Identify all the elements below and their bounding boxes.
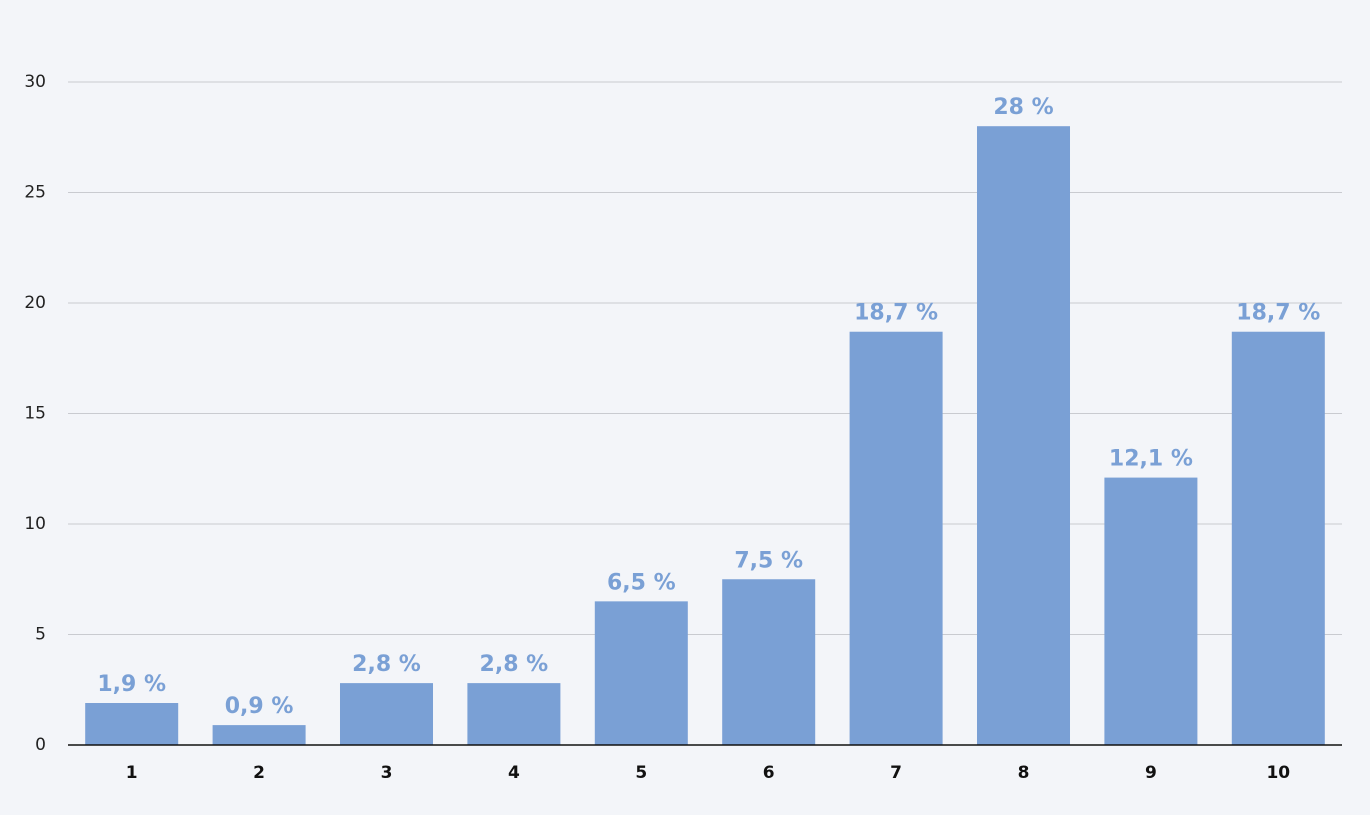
y-tick-label: 0 xyxy=(35,735,46,755)
value-label: 2,8 % xyxy=(480,652,549,677)
y-tick-label: 25 xyxy=(24,183,46,203)
x-tick-label: 10 xyxy=(1266,763,1290,783)
x-tick-label: 1 xyxy=(126,763,138,783)
bar xyxy=(85,703,179,745)
y-tick-label: 5 xyxy=(35,625,46,645)
x-tick-label: 5 xyxy=(635,763,647,783)
x-tick-label: 2 xyxy=(253,763,265,783)
value-label: 7,5 % xyxy=(734,548,803,573)
value-label: 1,9 % xyxy=(97,672,166,697)
x-tick-label: 4 xyxy=(508,763,520,783)
bar xyxy=(212,725,306,745)
y-tick-label: 20 xyxy=(24,293,46,313)
y-tick-label: 10 xyxy=(24,514,46,534)
bar xyxy=(594,601,688,745)
value-label: 2,8 % xyxy=(352,652,421,677)
x-tick-label: 6 xyxy=(763,763,775,783)
value-label: 12,1 % xyxy=(1109,447,1193,472)
bar xyxy=(976,126,1071,745)
y-tick-label: 15 xyxy=(24,404,46,424)
value-label: 18,7 % xyxy=(854,301,938,326)
x-tick-label: 9 xyxy=(1145,763,1157,783)
value-label: 18,7 % xyxy=(1236,301,1320,326)
x-tick-label: 3 xyxy=(381,763,393,783)
bar xyxy=(339,683,434,745)
x-tick-label: 8 xyxy=(1018,763,1030,783)
value-label: 6,5 % xyxy=(607,570,676,595)
bar xyxy=(722,579,816,745)
bar xyxy=(467,683,561,745)
x-tick-label: 7 xyxy=(890,763,902,783)
value-label: 0,9 % xyxy=(225,694,294,719)
bar xyxy=(1231,331,1325,745)
bar xyxy=(849,331,943,745)
value-label: 28 % xyxy=(993,95,1053,120)
y-tick-label: 30 xyxy=(24,72,46,92)
bar xyxy=(1104,477,1198,745)
